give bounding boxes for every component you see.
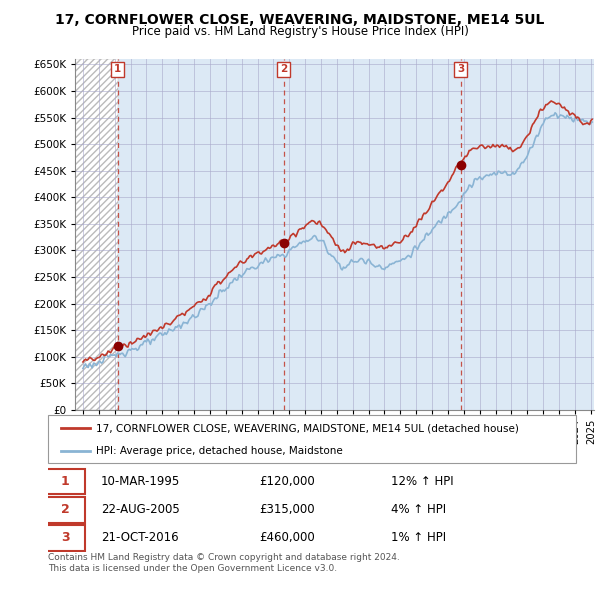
Text: 2: 2: [61, 503, 70, 516]
Text: 17, CORNFLOWER CLOSE, WEAVERING, MAIDSTONE, ME14 5UL (detached house): 17, CORNFLOWER CLOSE, WEAVERING, MAIDSTO…: [95, 423, 518, 433]
17, CORNFLOWER CLOSE, WEAVERING, MAIDSTONE, ME14 5UL (detached house): [353, 238, 361, 245]
HPI: Average price, detached house, Maidstone: (2.01e+03, 2.78e+05): Average price, detached house, Maidstone…: [353, 258, 361, 266]
Text: 3: 3: [61, 532, 70, 545]
17, CORNFLOWER CLOSE, WEAVERING, MAIDSTONE, ME14 5UL (detached house): [79, 359, 86, 366]
HPI: Average price, detached house, Maidstone: (2.03e+03, 5.41e+05): Average price, detached house, Maidstone…: [589, 119, 596, 126]
17, CORNFLOWER CLOSE, WEAVERING, MAIDSTONE, ME14 5UL (detached house): [501, 143, 508, 150]
17, CORNFLOWER CLOSE, WEAVERING, MAIDSTONE, ME14 5UL (detached house): [443, 181, 450, 188]
Text: 22-AUG-2005: 22-AUG-2005: [101, 503, 179, 516]
17, CORNFLOWER CLOSE, WEAVERING, MAIDSTONE, ME14 5UL (detached house): [589, 116, 596, 123]
HPI: Average price, detached house, Maidstone: (2.02e+03, 5.51e+05): Average price, detached house, Maidstone…: [546, 113, 553, 120]
17, CORNFLOWER CLOSE, WEAVERING, MAIDSTONE, ME14 5UL (detached house): [380, 245, 387, 252]
Text: 1: 1: [114, 64, 121, 74]
Text: 3: 3: [457, 64, 464, 74]
HPI: Average price, detached house, Maidstone: (2.01e+03, 2.65e+05): Average price, detached house, Maidstone…: [380, 266, 387, 273]
HPI: Average price, detached house, Maidstone: (2.02e+03, 4.49e+05): Average price, detached house, Maidstone…: [501, 168, 508, 175]
Text: Contains HM Land Registry data © Crown copyright and database right 2024.
This d: Contains HM Land Registry data © Crown c…: [48, 553, 400, 573]
Text: £120,000: £120,000: [259, 475, 315, 488]
Text: 12% ↑ HPI: 12% ↑ HPI: [391, 475, 454, 488]
17, CORNFLOWER CLOSE, WEAVERING, MAIDSTONE, ME14 5UL (detached house): [281, 237, 289, 244]
Line: HPI: Average price, detached house, Maidstone: HPI: Average price, detached house, Maid…: [83, 113, 592, 369]
Text: £315,000: £315,000: [259, 503, 315, 516]
Line: 17, CORNFLOWER CLOSE, WEAVERING, MAIDSTONE, ME14 5UL (detached house): 17, CORNFLOWER CLOSE, WEAVERING, MAIDSTO…: [83, 101, 592, 362]
HPI: Average price, detached house, Maidstone: (2.02e+03, 5.59e+05): Average price, detached house, Maidstone…: [551, 109, 559, 116]
Text: £460,000: £460,000: [259, 532, 315, 545]
17, CORNFLOWER CLOSE, WEAVERING, MAIDSTONE, ME14 5UL (detached house): [546, 99, 553, 106]
HPI: Average price, detached house, Maidstone: (1.99e+03, 7.81e+04): Average price, detached house, Maidstone…: [79, 365, 86, 372]
HPI: Average price, detached house, Maidstone: (2.02e+03, 3.63e+05): Average price, detached house, Maidstone…: [443, 214, 450, 221]
HPI: Average price, detached house, Maidstone: (2.01e+03, 2.87e+05): Average price, detached house, Maidstone…: [281, 254, 289, 261]
17, CORNFLOWER CLOSE, WEAVERING, MAIDSTONE, ME14 5UL (detached house): [548, 97, 555, 104]
Text: 4% ↑ HPI: 4% ↑ HPI: [391, 503, 446, 516]
FancyBboxPatch shape: [46, 497, 85, 523]
Text: 1: 1: [61, 475, 70, 488]
Text: 2: 2: [280, 64, 287, 74]
Text: HPI: Average price, detached house, Maidstone: HPI: Average price, detached house, Maid…: [95, 446, 342, 456]
Text: Price paid vs. HM Land Registry's House Price Index (HPI): Price paid vs. HM Land Registry's House …: [131, 25, 469, 38]
Text: 21-OCT-2016: 21-OCT-2016: [101, 532, 178, 545]
FancyBboxPatch shape: [46, 525, 85, 551]
Text: 10-MAR-1995: 10-MAR-1995: [101, 475, 180, 488]
FancyBboxPatch shape: [46, 468, 85, 494]
Text: 17, CORNFLOWER CLOSE, WEAVERING, MAIDSTONE, ME14 5UL: 17, CORNFLOWER CLOSE, WEAVERING, MAIDSTO…: [55, 13, 545, 27]
Text: 1% ↑ HPI: 1% ↑ HPI: [391, 532, 446, 545]
